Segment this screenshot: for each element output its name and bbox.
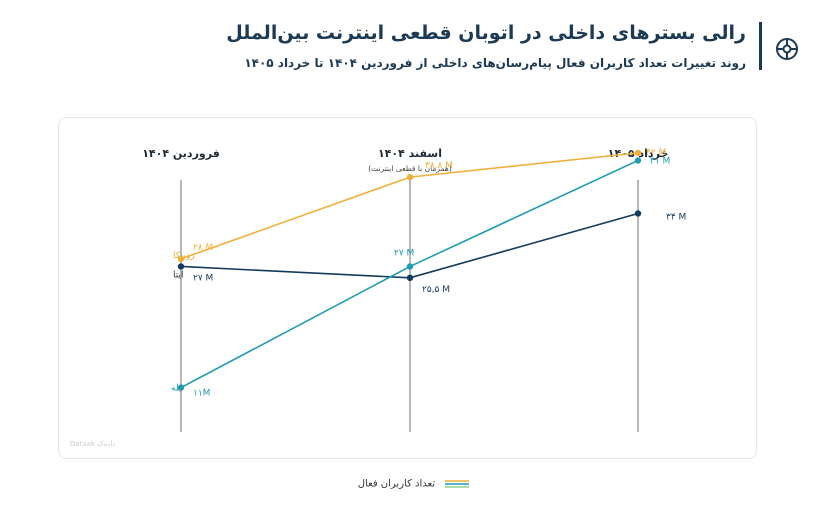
data-label: ۲۵,۵ M <box>422 285 450 295</box>
data-label: ۴۲ M <box>646 148 666 158</box>
title-accent-bar <box>759 22 762 70</box>
data-point <box>177 255 185 263</box>
series-name-label: بله <box>171 384 181 394</box>
series-name-label: روبیکا <box>173 251 195 261</box>
data-label: ۲۷ M <box>394 248 414 258</box>
axis-label-2: اسفند ۱۴۰۴ <box>378 147 442 160</box>
data-point <box>177 384 185 391</box>
chart-panel <box>58 117 757 459</box>
header: رالی بسترهای داخلی در اتوبان قطعی اینترن… <box>14 16 814 86</box>
data-label: ۴۱ M <box>650 156 670 166</box>
data-label: ۲۷ M <box>193 273 213 283</box>
data-point <box>634 149 642 157</box>
data-point <box>406 173 414 181</box>
wheel-brand-icon <box>776 38 798 60</box>
watermark: Dataak داده‌ک <box>70 440 115 448</box>
data-label: ۳۴ M <box>666 212 686 222</box>
chart-subtitle: روند تغییرات تعداد کاربران فعال پیام‌رسا… <box>244 56 746 70</box>
data-point <box>634 210 642 217</box>
data-label: ۳۸,۸ M <box>425 161 453 171</box>
data-point <box>634 157 642 164</box>
data-point <box>177 263 185 270</box>
data-label: ۲۸ M <box>193 243 213 253</box>
legend-lines-icon <box>445 480 470 488</box>
axis-note-2: (همزمان با قطعی اینترنت) <box>368 164 452 173</box>
series-name-label: ایتا <box>173 270 183 280</box>
legend-label: تعداد کاربران فعال <box>357 478 436 490</box>
data-point <box>406 263 414 270</box>
legend: تعداد کاربران فعال <box>0 478 828 490</box>
chart-title: رالی بسترهای داخلی در اتوبان قطعی اینترن… <box>226 22 746 44</box>
data-label: ۱۱M <box>193 389 210 399</box>
axis-label-1: فروردین ۱۴۰۴ <box>142 147 220 160</box>
data-point <box>406 274 414 282</box>
